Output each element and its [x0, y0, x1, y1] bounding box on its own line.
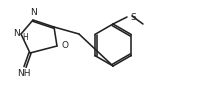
Text: N: N: [30, 8, 37, 17]
Text: O: O: [62, 42, 69, 50]
Text: H: H: [22, 34, 28, 43]
Text: NH: NH: [17, 69, 31, 78]
Text: N: N: [13, 29, 20, 38]
Text: S: S: [129, 14, 135, 23]
